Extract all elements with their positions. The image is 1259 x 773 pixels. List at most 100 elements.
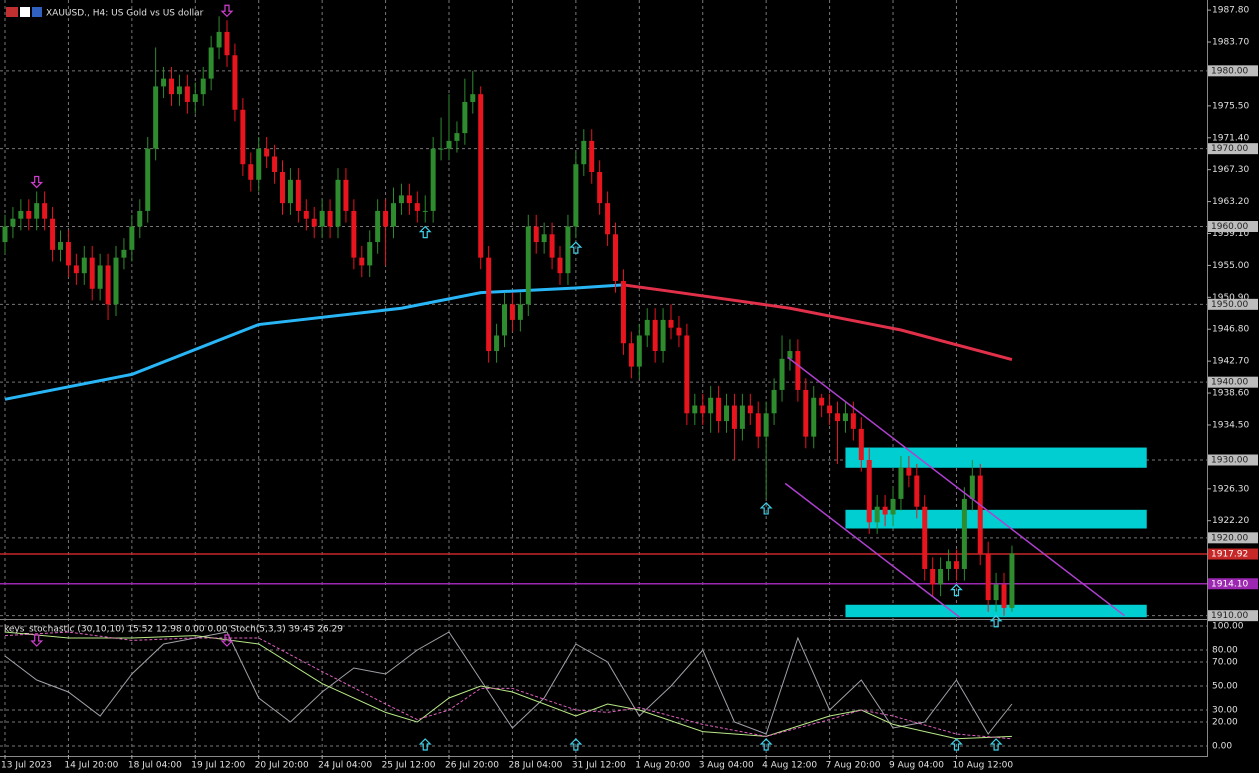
candle-body: [676, 327, 682, 336]
candle-body: [969, 475, 975, 499]
level-label: 1940.00: [1211, 378, 1248, 388]
candle-body: [509, 304, 515, 320]
candle-body: [700, 405, 706, 414]
signal-down: [220, 634, 234, 647]
level-label: 1910.00: [1211, 611, 1248, 621]
level-box: [1208, 298, 1258, 310]
candle-body: [494, 335, 500, 352]
signal-down: [220, 4, 234, 18]
candle-body: [708, 397, 714, 414]
x-tick-label: 18 Jul 04:00: [128, 761, 182, 771]
signal-up: [569, 241, 583, 254]
candle-body: [787, 351, 793, 359]
y-tick-label: 1946.80: [1212, 325, 1249, 335]
level-box: [1208, 454, 1258, 466]
candle-body: [747, 405, 753, 414]
candle-body: [938, 568, 944, 585]
candle-body: [613, 234, 619, 281]
candle-body: [866, 459, 872, 523]
signal-down: [30, 634, 44, 647]
candle-body: [462, 101, 468, 134]
candle-body: [581, 140, 587, 165]
candle-body: [113, 257, 119, 305]
candle-body: [295, 179, 301, 211]
candle-body: [906, 467, 912, 476]
candle-body: [57, 242, 63, 250]
candle-body: [208, 47, 214, 79]
candle-body: [145, 148, 151, 211]
price-label: 1914.10: [1211, 579, 1248, 589]
candle-body: [660, 319, 666, 352]
candle-body: [922, 506, 928, 569]
candle-body: [398, 195, 404, 204]
signal-up: [759, 502, 773, 515]
y-tick-label: 1963.20: [1212, 197, 1249, 207]
candle-body: [335, 179, 341, 227]
candle-body: [414, 203, 420, 211]
candle-body: [383, 210, 389, 227]
signal-up: [418, 738, 432, 751]
candle-body: [811, 397, 817, 437]
candle-body: [779, 358, 785, 390]
level-box: [1208, 610, 1258, 622]
candle-body: [272, 156, 278, 173]
icon: [6, 7, 18, 17]
candle-body: [153, 86, 159, 149]
candle-body: [232, 55, 238, 110]
candle-body: [303, 210, 309, 219]
candle-body: [573, 164, 579, 227]
candle-body: [795, 351, 801, 390]
y-tick-label: 1926.30: [1212, 484, 1249, 494]
x-tick-label: 13 Jul 2023: [1, 761, 52, 771]
candle-body: [18, 210, 24, 219]
price-box: [1208, 548, 1258, 560]
y-tick-label: 1983.70: [1212, 38, 1249, 48]
candle-body: [684, 335, 690, 414]
signal-up: [950, 583, 963, 597]
level-label: 1930.00: [1211, 455, 1248, 465]
x-tick-label: 19 Jul 12:00: [191, 761, 245, 771]
candle-body: [731, 405, 737, 429]
candle-body: [311, 218, 317, 227]
y-tick-label: 1987.80: [1212, 6, 1249, 16]
chart-title: XAUUSD., H4: US Gold vs US dollar: [46, 9, 204, 19]
candle-body: [985, 553, 991, 601]
candle-body: [946, 561, 952, 569]
signal-up: [418, 225, 432, 239]
candle-body: [628, 343, 634, 367]
candle-body: [565, 226, 571, 274]
candle-body: [771, 389, 777, 414]
candle-body: [890, 498, 896, 515]
signal-up: [950, 738, 963, 751]
candle-body: [287, 179, 293, 204]
x-tick-label: 3 Aug 04:00: [699, 761, 754, 771]
candle-body: [184, 86, 190, 102]
candle-body: [200, 78, 206, 95]
candle-body: [652, 319, 658, 352]
y-tick-label: 80.00: [1212, 646, 1238, 656]
candle-body: [755, 413, 761, 437]
candle-body: [224, 31, 230, 56]
candle-body: [525, 226, 531, 305]
candle-body: [121, 249, 127, 258]
x-tick-label: 10 Aug 12:00: [952, 761, 1013, 771]
candle-body: [842, 413, 848, 422]
candle-body: [977, 475, 983, 554]
candle-body: [216, 31, 222, 48]
candle-body: [446, 140, 452, 149]
x-tick-label: 7 Aug 20:00: [826, 761, 881, 771]
candle-body: [256, 148, 262, 180]
candle-body: [430, 148, 436, 211]
candle-body: [97, 265, 103, 289]
y-tick-label: 1942.70: [1212, 357, 1249, 367]
candle-body: [739, 405, 745, 429]
y-tick-label: 30.00: [1212, 706, 1238, 716]
candle-body: [391, 203, 397, 227]
candle-body: [1001, 584, 1007, 608]
candle-body: [605, 203, 611, 235]
candle-body: [819, 397, 825, 406]
y-tick-label: 1959.10: [1212, 229, 1249, 239]
y-tick-label: 100.00: [1212, 622, 1244, 632]
candle-body: [533, 226, 539, 243]
